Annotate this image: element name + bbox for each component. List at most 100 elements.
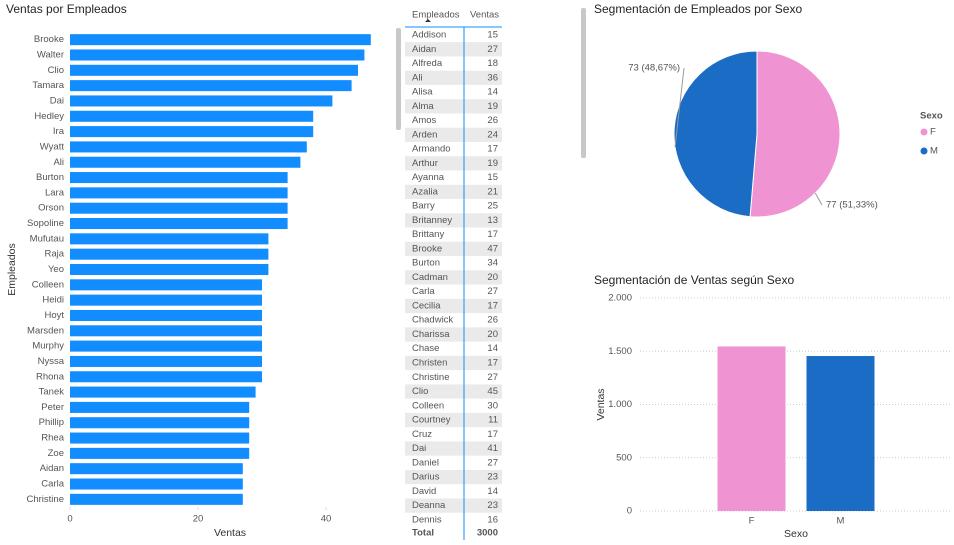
legend-marker[interactable] bbox=[920, 128, 928, 136]
row-stripe bbox=[405, 99, 502, 114]
y-tick-label: Mufutau bbox=[30, 233, 64, 244]
table-cell: Ali bbox=[412, 72, 423, 83]
total-label: Total bbox=[412, 528, 434, 539]
y-tick-label: Ira bbox=[53, 126, 65, 137]
bar[interactable] bbox=[70, 432, 250, 444]
table-cell: 23 bbox=[487, 472, 498, 483]
y-tick-label: Orson bbox=[38, 203, 64, 214]
table-cell: 15 bbox=[487, 30, 498, 41]
table-cell: 47 bbox=[487, 243, 498, 254]
bar[interactable] bbox=[70, 187, 288, 199]
bar[interactable] bbox=[717, 346, 786, 511]
x-tick-label: F bbox=[749, 516, 755, 527]
y-tick-label: Marsden bbox=[27, 325, 64, 336]
bar[interactable] bbox=[70, 49, 365, 61]
bar[interactable] bbox=[70, 80, 352, 92]
table-cell: 25 bbox=[487, 201, 498, 212]
bar[interactable] bbox=[70, 202, 288, 214]
table-cell: 15 bbox=[487, 172, 498, 183]
chart-title: Segmentación de Empleados por Sexo bbox=[594, 2, 802, 16]
bar[interactable] bbox=[70, 172, 288, 184]
bar[interactable] bbox=[70, 478, 243, 490]
y-tick-label: Murphy bbox=[32, 341, 64, 352]
table-cell: Charissa bbox=[412, 329, 450, 340]
bar[interactable] bbox=[70, 493, 243, 505]
row-stripe bbox=[405, 298, 502, 314]
y-tick-label: 1.000 bbox=[608, 399, 632, 410]
table-cell: Cecilia bbox=[412, 300, 441, 311]
table-cell: 13 bbox=[487, 215, 498, 226]
x-tick-label: M bbox=[837, 516, 845, 527]
y-tick-label: Carla bbox=[41, 479, 64, 490]
bar[interactable] bbox=[70, 263, 269, 276]
x-axis-title: Ventas bbox=[214, 527, 246, 539]
bar[interactable] bbox=[70, 279, 262, 291]
bar[interactable] bbox=[70, 355, 262, 367]
row-stripe bbox=[405, 384, 502, 399]
table-cell: 14 bbox=[487, 87, 498, 98]
bar[interactable] bbox=[806, 356, 875, 511]
table-cell: Christine bbox=[412, 372, 450, 383]
bar[interactable] bbox=[70, 463, 243, 475]
column-header[interactable]: Ventas bbox=[470, 10, 499, 21]
table-cell: 34 bbox=[487, 258, 498, 269]
bar[interactable] bbox=[70, 156, 301, 168]
leader-line bbox=[674, 67, 685, 148]
column-header[interactable]: Empleados bbox=[412, 10, 460, 21]
y-tick-label: Lara bbox=[45, 187, 65, 198]
bar[interactable] bbox=[70, 218, 288, 230]
bar[interactable] bbox=[70, 325, 262, 337]
bar[interactable] bbox=[70, 386, 256, 398]
legend-label[interactable]: M bbox=[930, 146, 938, 157]
row-stripe bbox=[405, 70, 502, 85]
bar[interactable] bbox=[70, 309, 262, 321]
bar[interactable] bbox=[70, 248, 269, 260]
legend-label[interactable]: F bbox=[930, 127, 936, 138]
y-tick-label: Tanek bbox=[39, 387, 65, 398]
bar[interactable] bbox=[70, 447, 250, 459]
table-cell: Alisa bbox=[412, 87, 433, 98]
sort-arrow[interactable] bbox=[425, 19, 431, 22]
table-cell: 19 bbox=[487, 158, 498, 169]
pie-slice[interactable] bbox=[749, 50, 841, 218]
table-cell: Barry bbox=[412, 201, 435, 212]
table-cell: 27 bbox=[487, 457, 498, 468]
pie-slice[interactable] bbox=[673, 50, 758, 218]
bar[interactable] bbox=[70, 294, 262, 306]
table-cell: Cadman bbox=[412, 272, 448, 283]
bar[interactable] bbox=[70, 141, 307, 153]
bar[interactable] bbox=[70, 34, 371, 46]
table-cell: David bbox=[412, 486, 436, 497]
y-tick-label: Rhona bbox=[36, 371, 65, 382]
table-cell: 36 bbox=[487, 72, 498, 83]
table-cell: 27 bbox=[487, 44, 498, 55]
bar[interactable] bbox=[70, 233, 269, 245]
table-cell: Colleen bbox=[412, 400, 444, 411]
scrollbar[interactable] bbox=[396, 28, 401, 130]
y-tick-label: Walter bbox=[37, 49, 64, 60]
bar[interactable] bbox=[70, 401, 250, 413]
bar[interactable] bbox=[70, 110, 314, 122]
bar[interactable] bbox=[70, 371, 262, 383]
table-cell: Aidan bbox=[412, 44, 436, 55]
bar[interactable] bbox=[70, 64, 358, 76]
table-cell: Carla bbox=[412, 286, 435, 297]
y-tick-label: Christine bbox=[27, 494, 65, 505]
legend-marker[interactable] bbox=[920, 147, 928, 155]
table-cell: 27 bbox=[487, 372, 498, 383]
bar[interactable] bbox=[70, 95, 333, 107]
table-cell: Chadwick bbox=[412, 315, 453, 326]
x-axis-title: Sexo bbox=[784, 528, 808, 540]
data-label: 77 (51,33%) bbox=[826, 200, 878, 211]
y-tick-label: Ali bbox=[53, 157, 64, 168]
bar[interactable] bbox=[70, 340, 262, 352]
bar[interactable] bbox=[70, 126, 314, 138]
y-tick-label: Rhea bbox=[41, 433, 64, 444]
bar[interactable] bbox=[70, 417, 250, 429]
scrollbar[interactable] bbox=[581, 8, 586, 158]
table-cell: Alfreda bbox=[412, 58, 443, 69]
table-cell: 11 bbox=[488, 415, 498, 426]
row-stripe bbox=[405, 412, 502, 428]
table-cell: Armando bbox=[412, 144, 451, 155]
y-tick-label: 500 bbox=[616, 452, 632, 463]
